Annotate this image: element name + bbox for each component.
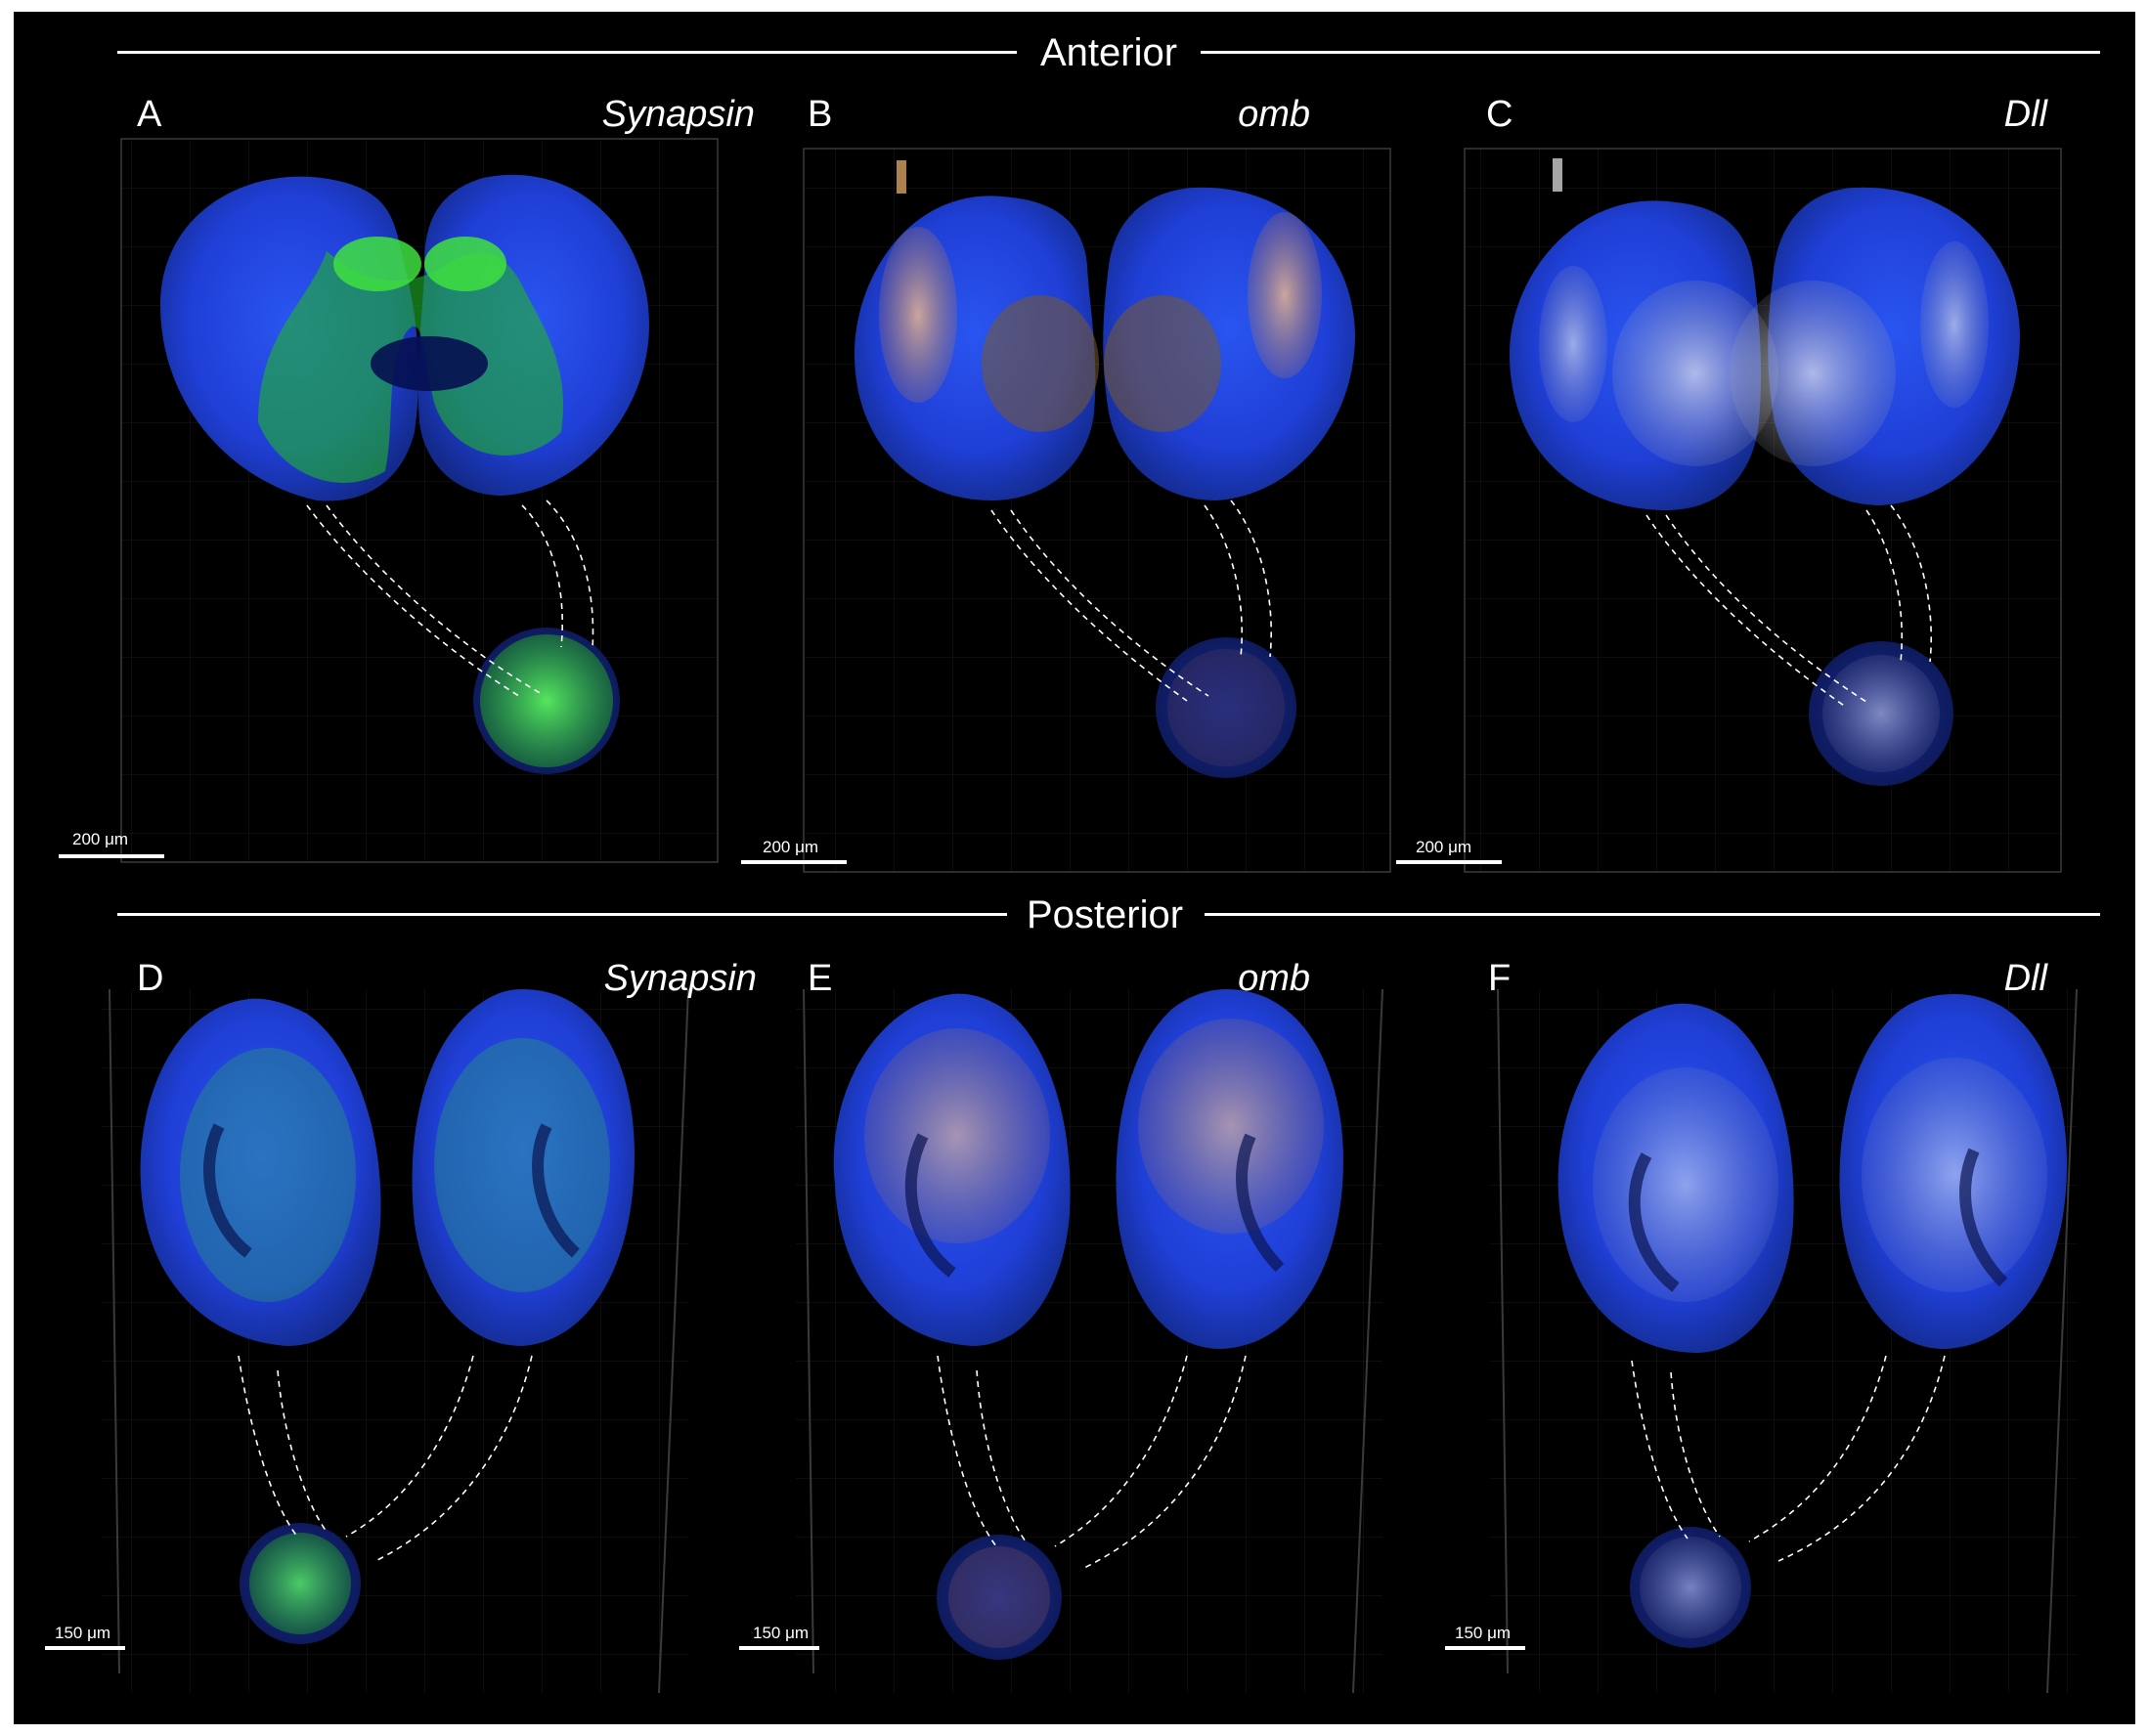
panel-f-scale-label: 150 μm (1455, 1624, 1512, 1642)
panel-c-micrograph (1464, 148, 2062, 873)
posterior-label: Posterior (1026, 893, 1184, 936)
figure-background: Anterior Posterior (14, 12, 2135, 1724)
panel-f-micrograph (1490, 988, 2078, 1694)
panel-e-scale-label: 150 μm (753, 1624, 810, 1642)
panel-f-scale-bar (1445, 1646, 1525, 1650)
anterior-rule-right (1201, 51, 2100, 54)
panel-d-gene-label: Synapsin (603, 958, 757, 999)
panel-a-gene-label: Synapsin (601, 94, 755, 135)
panel-e-micrograph (796, 988, 1383, 1694)
panel-b-gene-label: omb (1238, 94, 1310, 135)
panel-c-gene-label: Dll (2003, 94, 2047, 135)
panel-c-scale-bar (1396, 860, 1502, 864)
posterior-rule-left (117, 913, 1007, 916)
panel-e-scale-bar (739, 1646, 819, 1650)
panel-b-scale-label: 200 μm (763, 838, 819, 856)
panel-e-gene-label: omb (1238, 958, 1310, 999)
panel-b-micrograph (803, 148, 1391, 873)
panel-b-scale-bar (741, 860, 847, 864)
panel-a-micrograph (120, 138, 719, 863)
panel-a-scale-label: 200 μm (72, 830, 129, 848)
panel-c-letter: C (1486, 94, 1513, 135)
panel-d-letter: D (137, 958, 164, 999)
panel-a-letter: A (137, 94, 162, 135)
panel-d-scale-label: 150 μm (55, 1624, 111, 1642)
panel-a-scale-bar (59, 854, 164, 858)
posterior-rule-right (1205, 913, 2100, 916)
panel-b-letter: B (808, 94, 833, 135)
panel-e-letter: E (808, 958, 833, 999)
panel-d-scale-bar (45, 1646, 125, 1650)
panel-f-gene-label: Dll (2003, 958, 2047, 999)
micrograph-layer (102, 138, 2078, 1694)
anterior-rule-left (117, 51, 1017, 54)
panel-c-scale-label: 200 μm (1416, 838, 1472, 856)
panel-f-letter: F (1488, 958, 1512, 999)
anterior-label: Anterior (1039, 31, 1178, 74)
panel-d-micrograph (102, 988, 689, 1694)
